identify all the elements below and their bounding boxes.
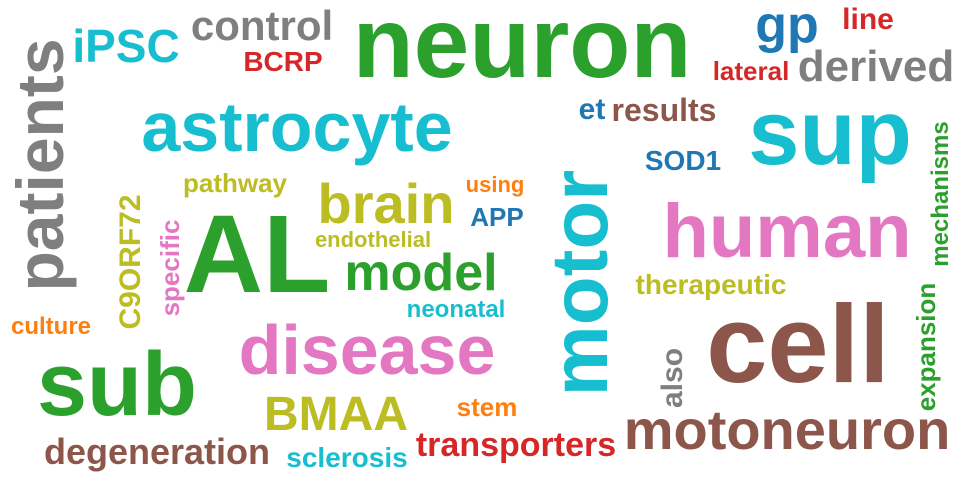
word-neuron: neuron xyxy=(352,0,692,99)
word-transporters: transporters xyxy=(415,426,617,464)
word-mechanisms: mechanisms xyxy=(927,121,954,267)
word-endothelial: endothelial xyxy=(314,227,432,252)
word-culture: culture xyxy=(10,313,92,340)
word-derived: derived xyxy=(797,42,955,91)
word-astrocyte: astrocyte xyxy=(141,88,453,166)
word-stem: stem xyxy=(456,392,518,422)
word-c9orf72: C9ORF72 xyxy=(114,194,147,330)
word-control: control xyxy=(190,2,334,49)
word-sod1: SOD1 xyxy=(644,145,722,176)
word-results: results xyxy=(611,92,717,128)
word-gp: gp xyxy=(755,0,819,54)
word-degeneration: degeneration xyxy=(43,431,271,472)
word-human: human xyxy=(662,189,912,274)
word-brain: brain xyxy=(317,172,455,235)
word-patients: patients xyxy=(3,38,77,292)
word-model: model xyxy=(344,244,498,302)
word-ipsc: iPSC xyxy=(72,20,180,72)
word-bcrp: BCRP xyxy=(243,46,323,77)
word-cell: cell xyxy=(706,283,890,406)
word-app: APP xyxy=(470,202,524,232)
word-therapeutic: therapeutic xyxy=(635,269,787,300)
word-line: line xyxy=(842,3,894,36)
word-pathway: pathway xyxy=(182,168,288,198)
word-al: AL xyxy=(183,193,331,316)
word-sclerosis: sclerosis xyxy=(286,442,408,473)
word-sup: sup xyxy=(748,82,912,184)
word-expansion: expansion xyxy=(911,282,941,412)
word-motor: motor xyxy=(535,169,624,397)
word-et: et xyxy=(578,93,606,126)
word-sub: sub xyxy=(36,335,198,435)
word-neonatal: neonatal xyxy=(406,296,506,323)
word-bmaa: BMAA xyxy=(264,388,408,441)
word-motoneuron: motoneuron xyxy=(623,398,951,461)
word-using: using xyxy=(465,172,525,197)
word-lateral: lateral xyxy=(712,56,790,86)
word-specific: specific xyxy=(155,219,185,317)
word-disease: disease xyxy=(238,311,496,389)
